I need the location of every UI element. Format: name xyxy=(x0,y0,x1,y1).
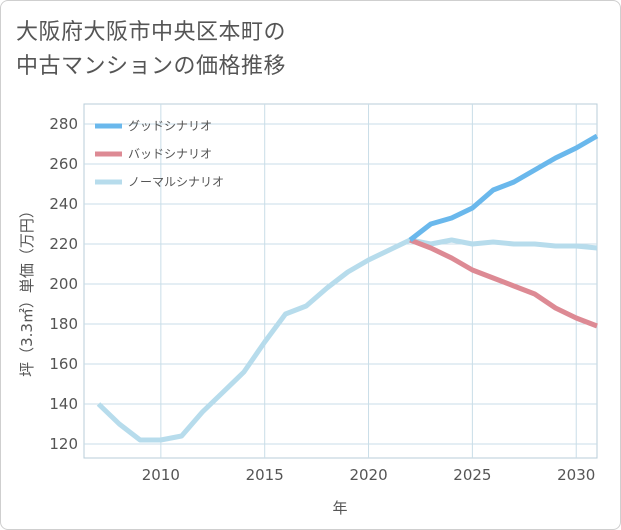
y-tick-label: 180 xyxy=(49,315,78,333)
y-tick-label: 240 xyxy=(49,195,78,213)
y-tick-label: 280 xyxy=(49,115,78,133)
legend-label: グッドシナリオ xyxy=(128,119,212,133)
chart-title: 大阪府大阪市中央区本町の 中古マンションの価格推移 xyxy=(16,16,286,84)
x-tick-labels: 2010 2015 2020 2025 2030 xyxy=(142,466,596,484)
x-tick-label: 2010 xyxy=(142,466,180,484)
series-line-0 xyxy=(408,133,599,242)
y-tick-label: 260 xyxy=(49,155,78,173)
plot-area xyxy=(83,103,598,459)
legend-label: ノーマルシナリオ xyxy=(128,175,224,189)
y-tick-label: 200 xyxy=(49,275,78,293)
y-tick-label: 160 xyxy=(49,355,78,373)
chart-title-line-1: 大阪府大阪市中央区本町の xyxy=(16,20,287,45)
chart-title-line-2: 中古マンションの価格推移 xyxy=(16,54,287,79)
x-tick-label: 2015 xyxy=(246,466,284,484)
series-line-2 xyxy=(96,237,598,443)
y-tick-label: 140 xyxy=(49,395,78,413)
legend-label: バッドシナリオ xyxy=(128,147,212,161)
x-tick-label: 2025 xyxy=(453,466,491,484)
x-tick-label: 2020 xyxy=(349,466,387,484)
y-tick-label: 120 xyxy=(49,435,78,453)
x-tick-label: 2030 xyxy=(557,466,595,484)
series-line-1 xyxy=(409,237,598,329)
series-lines xyxy=(96,133,599,443)
y-tick-label: 220 xyxy=(49,235,78,253)
y-tick-labels: 120 140 160 180 200 220 240 260 280 xyxy=(49,115,78,453)
x-axis-label: 年 xyxy=(332,499,347,517)
y-axis-label: 坪（3.3㎡）単価（万円） xyxy=(18,203,36,377)
